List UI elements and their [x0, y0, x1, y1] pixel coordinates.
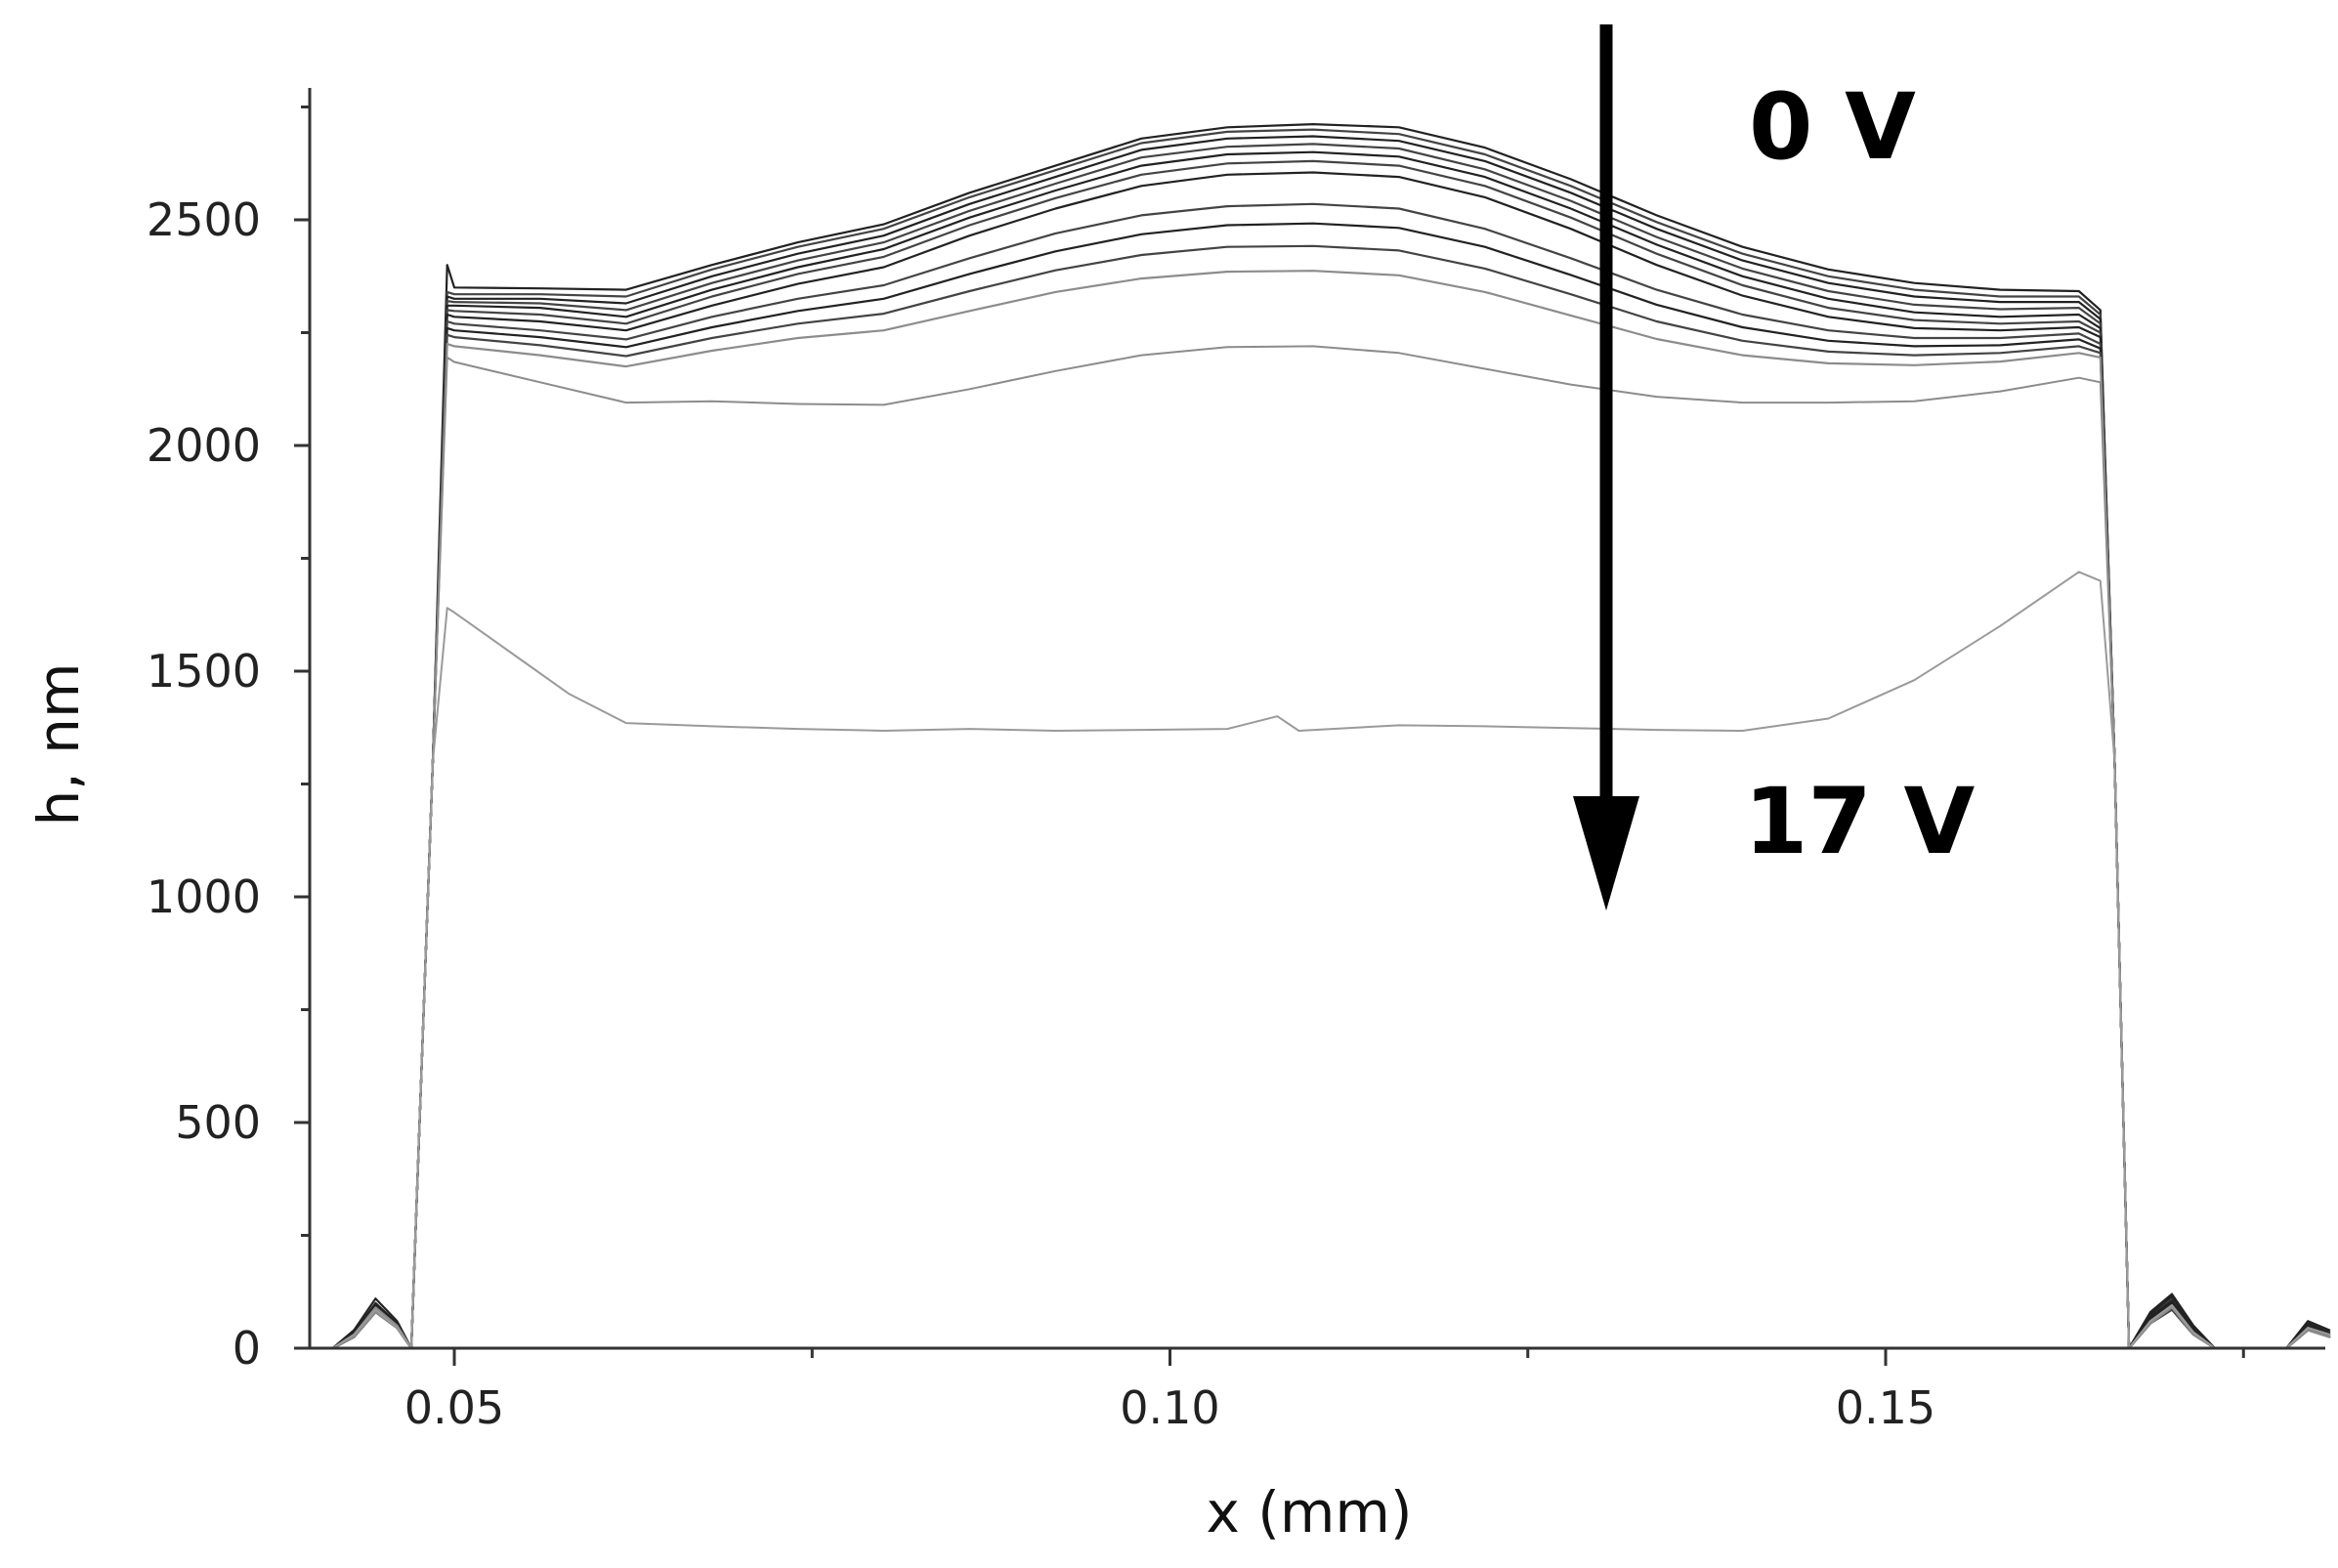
series-line-6: [331, 171, 2331, 1350]
x-tick-label: 0.05: [404, 1381, 504, 1434]
x-tick-group: 0.05 0.10 0.15: [404, 1348, 2245, 1434]
y-axis-title: h, nm: [25, 663, 92, 826]
series-line-10: [331, 270, 2331, 1350]
y-tick-label: 2000: [147, 419, 261, 472]
series-line-1: [331, 128, 2331, 1350]
x-tick-label: 0.15: [1836, 1381, 1935, 1434]
x-tick-label: 0.10: [1120, 1381, 1219, 1434]
end-voltage-label: 17 V: [1744, 769, 1976, 875]
series-line-8: [331, 222, 2331, 1350]
start-voltage-label: 0 V: [1749, 74, 1916, 181]
series-line-12: [331, 571, 2331, 1349]
y-tick-label: 0: [233, 1322, 261, 1375]
series-line-5: [331, 159, 2331, 1350]
series-line-2: [331, 135, 2331, 1350]
y-tick-label: 500: [175, 1096, 261, 1149]
series-line-0: [331, 123, 2331, 1350]
y-tick-label: 1000: [147, 870, 261, 923]
series-line-3: [331, 143, 2331, 1350]
y-tick-group: 0 500 1000 1500 2000 2500: [147, 106, 310, 1375]
voltage-arrow-head: [1573, 796, 1639, 911]
x-axis-title: x (mm): [1206, 1479, 1412, 1546]
series-line-11: [331, 345, 2331, 1349]
y-tick-label: 1500: [147, 645, 261, 698]
series-line-4: [331, 150, 2331, 1350]
y-tick-label: 2500: [147, 193, 261, 246]
series-group: [331, 123, 2331, 1350]
series-line-9: [331, 244, 2331, 1350]
series-line-7: [331, 202, 2331, 1350]
